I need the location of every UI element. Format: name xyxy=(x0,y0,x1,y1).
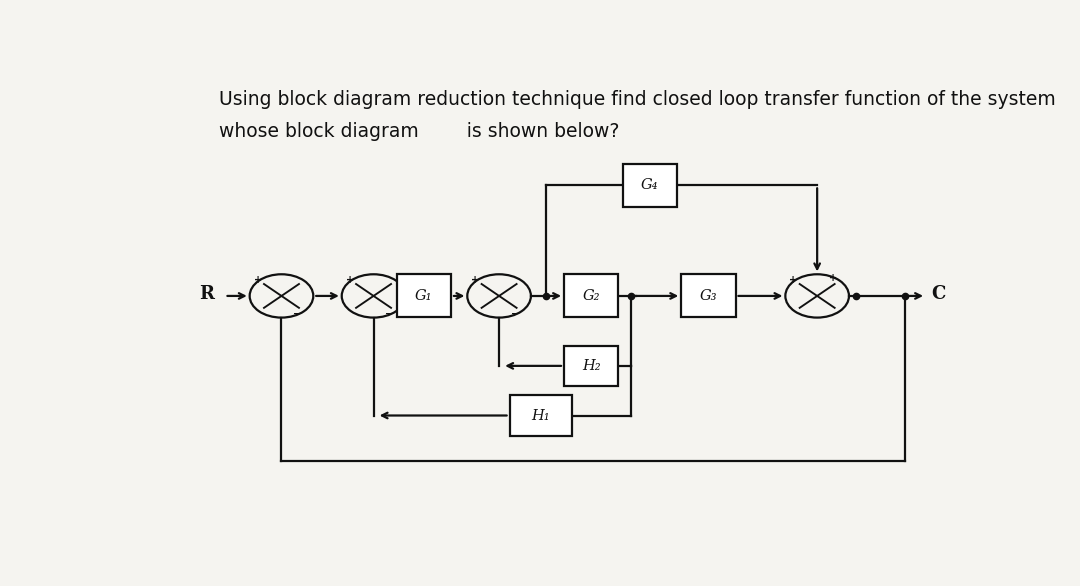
Text: H₂: H₂ xyxy=(582,359,600,373)
Text: +: + xyxy=(254,275,261,285)
FancyBboxPatch shape xyxy=(564,274,619,318)
Text: H₁: H₁ xyxy=(531,408,550,423)
Text: +: + xyxy=(346,275,354,285)
FancyBboxPatch shape xyxy=(564,346,619,386)
FancyBboxPatch shape xyxy=(396,274,451,318)
FancyBboxPatch shape xyxy=(510,395,572,436)
Text: +: + xyxy=(829,273,837,283)
FancyBboxPatch shape xyxy=(622,164,677,207)
Text: G₃: G₃ xyxy=(700,289,717,303)
Text: C: C xyxy=(931,285,946,303)
Text: +: + xyxy=(789,275,797,285)
Text: G₄: G₄ xyxy=(642,178,659,192)
Text: R: R xyxy=(199,285,214,303)
Text: +: + xyxy=(471,275,480,285)
Text: −: − xyxy=(511,309,519,319)
Text: −: − xyxy=(386,309,393,319)
FancyBboxPatch shape xyxy=(681,274,735,318)
Text: Using block diagram reduction technique find closed loop transfer function of th: Using block diagram reduction technique … xyxy=(218,90,1055,109)
Text: G₂: G₂ xyxy=(582,289,599,303)
Text: −: − xyxy=(294,309,301,319)
Text: G₁: G₁ xyxy=(415,289,432,303)
Text: whose block diagram        is shown below?: whose block diagram is shown below? xyxy=(218,122,619,141)
